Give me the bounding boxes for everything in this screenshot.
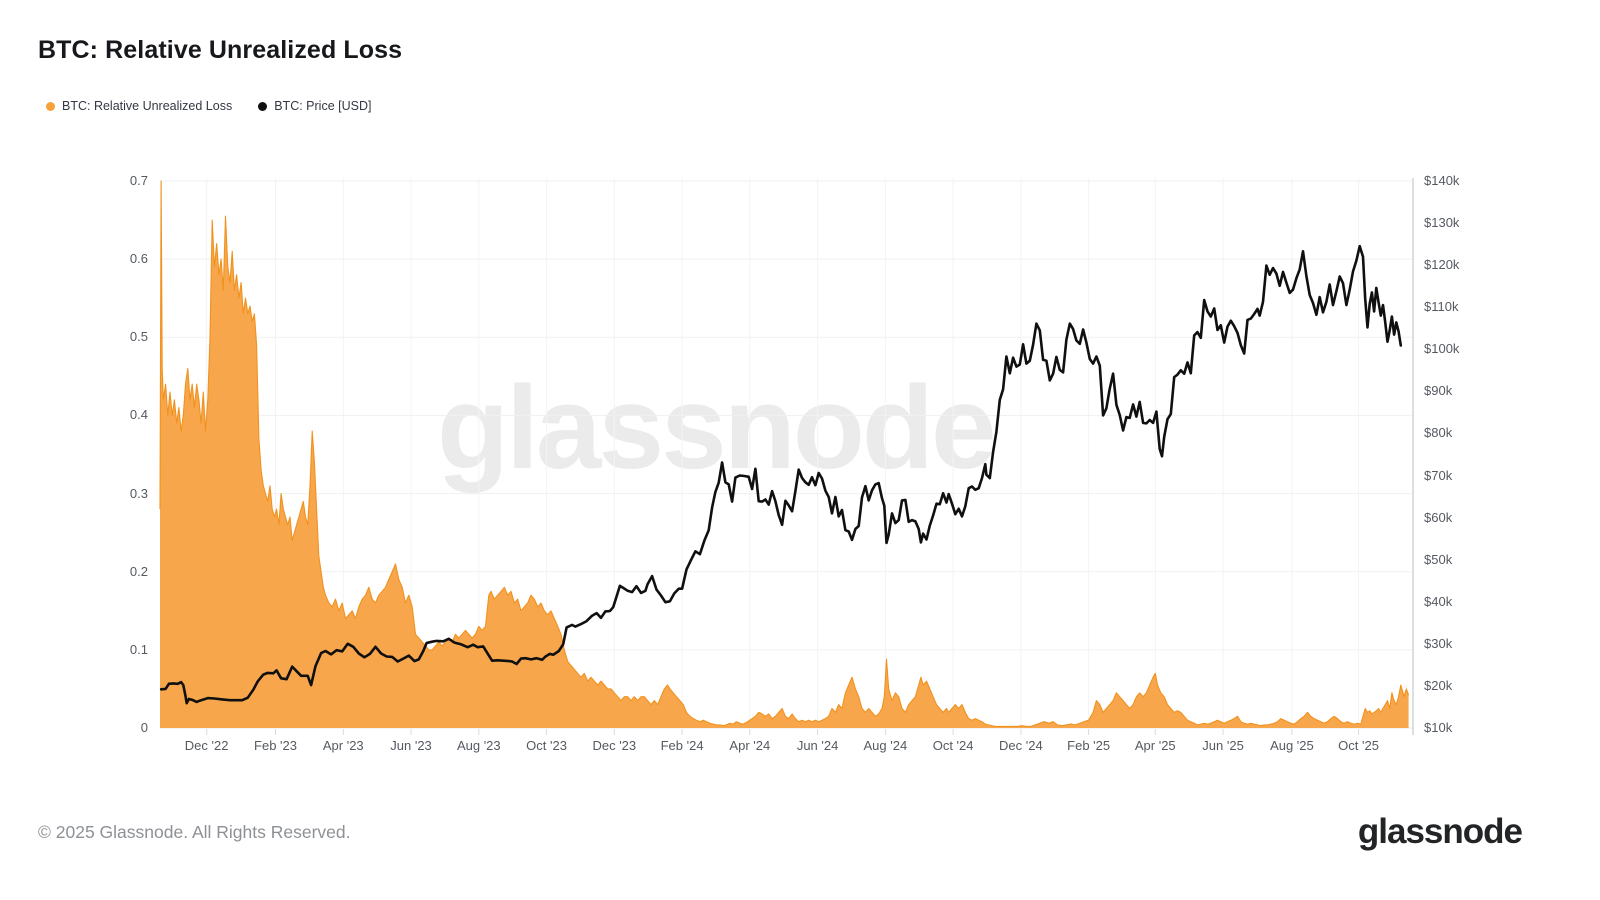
x-tick-label: Aug '25 <box>1270 738 1314 753</box>
rul-area-series <box>160 181 1409 728</box>
x-tick-label: Aug '23 <box>456 738 501 753</box>
legend-item-price[interactable]: BTC: Price [USD] <box>258 99 371 113</box>
y-right-tick-label: $100k <box>1424 341 1460 357</box>
y-right-tick-label: $110k <box>1424 299 1459 315</box>
y-right-tick-label: $50k <box>1424 551 1453 567</box>
price-line-series <box>159 244 1403 705</box>
glassnode-logo: glassnode <box>1357 812 1523 851</box>
x-tick-label: Jun '24 <box>796 738 839 753</box>
y-right-tick-label: $30k <box>1424 635 1453 651</box>
x-tick-label: Aug '24 <box>863 738 908 753</box>
x-tick-label: Oct '23 <box>526 738 567 753</box>
y-right-tick-label: $40k <box>1424 593 1453 609</box>
legend-label-rul: BTC: Relative Unrealized Loss <box>62 99 233 113</box>
x-tick-label: Oct '24 <box>932 738 974 753</box>
x-tick-label: Feb '24 <box>660 738 704 753</box>
x-tick-label: Jun '23 <box>390 738 432 753</box>
x-tick-label: Dec '22 <box>184 738 229 753</box>
y-right-tick-label: $130k <box>1424 215 1460 231</box>
x-tick-label: Feb '23 <box>254 738 297 753</box>
y-right-tick-label: $70k <box>1424 467 1453 483</box>
y-right-tick-label: $120k <box>1424 257 1460 273</box>
rul-area-outline <box>159 180 1410 727</box>
y-right-tick-label: $90k <box>1424 383 1453 399</box>
x-tick-label: Jun '25 <box>1202 738 1244 753</box>
legend-dot-black-icon <box>258 101 268 111</box>
page-title: BTC: Relative Unrealized Loss <box>38 36 403 64</box>
y-left-tick-label: 0 <box>140 720 148 735</box>
y-left-tick-label: 0.4 <box>129 407 148 423</box>
x-tick-label: Apr '25 <box>1134 738 1176 753</box>
copyright-text: © 2025 Glassnode. All Rights Reserved. <box>38 822 351 842</box>
y-left-tick-label: 0.7 <box>129 173 148 188</box>
y-right-tick-label: $140k <box>1424 173 1460 188</box>
y-left-tick-label: 0.3 <box>129 485 148 501</box>
y-left-tick-label: 0.6 <box>129 251 148 267</box>
x-tick-label: Dec '24 <box>999 738 1043 753</box>
glassnode-watermark: glassnode <box>437 362 997 494</box>
y-right-tick-label: $20k <box>1424 677 1453 693</box>
legend-item-rul[interactable]: BTC: Relative Unrealized Loss <box>46 99 232 113</box>
legend: BTC: Relative Unrealized Loss BTC: Price… <box>46 99 371 113</box>
y-left-tick-label: 0.2 <box>129 563 148 579</box>
x-tick-label: Apr '24 <box>729 738 771 753</box>
x-tick-label: Feb '25 <box>1067 738 1111 753</box>
y-left-tick-label: 0.1 <box>129 641 148 657</box>
y-left-tick-label: 0.5 <box>129 329 148 345</box>
y-right-tick-label: $80k <box>1424 425 1453 441</box>
x-tick-label: Oct '25 <box>1338 738 1379 753</box>
x-tick-label: Apr '23 <box>322 738 364 753</box>
y-right-tick-label: $60k <box>1424 509 1453 525</box>
legend-label-price: BTC: Price [USD] <box>274 99 372 113</box>
legend-dot-orange-icon <box>46 101 55 111</box>
y-right-tick-label: $10k <box>1424 720 1453 735</box>
x-tick-label: Dec '23 <box>592 738 637 753</box>
